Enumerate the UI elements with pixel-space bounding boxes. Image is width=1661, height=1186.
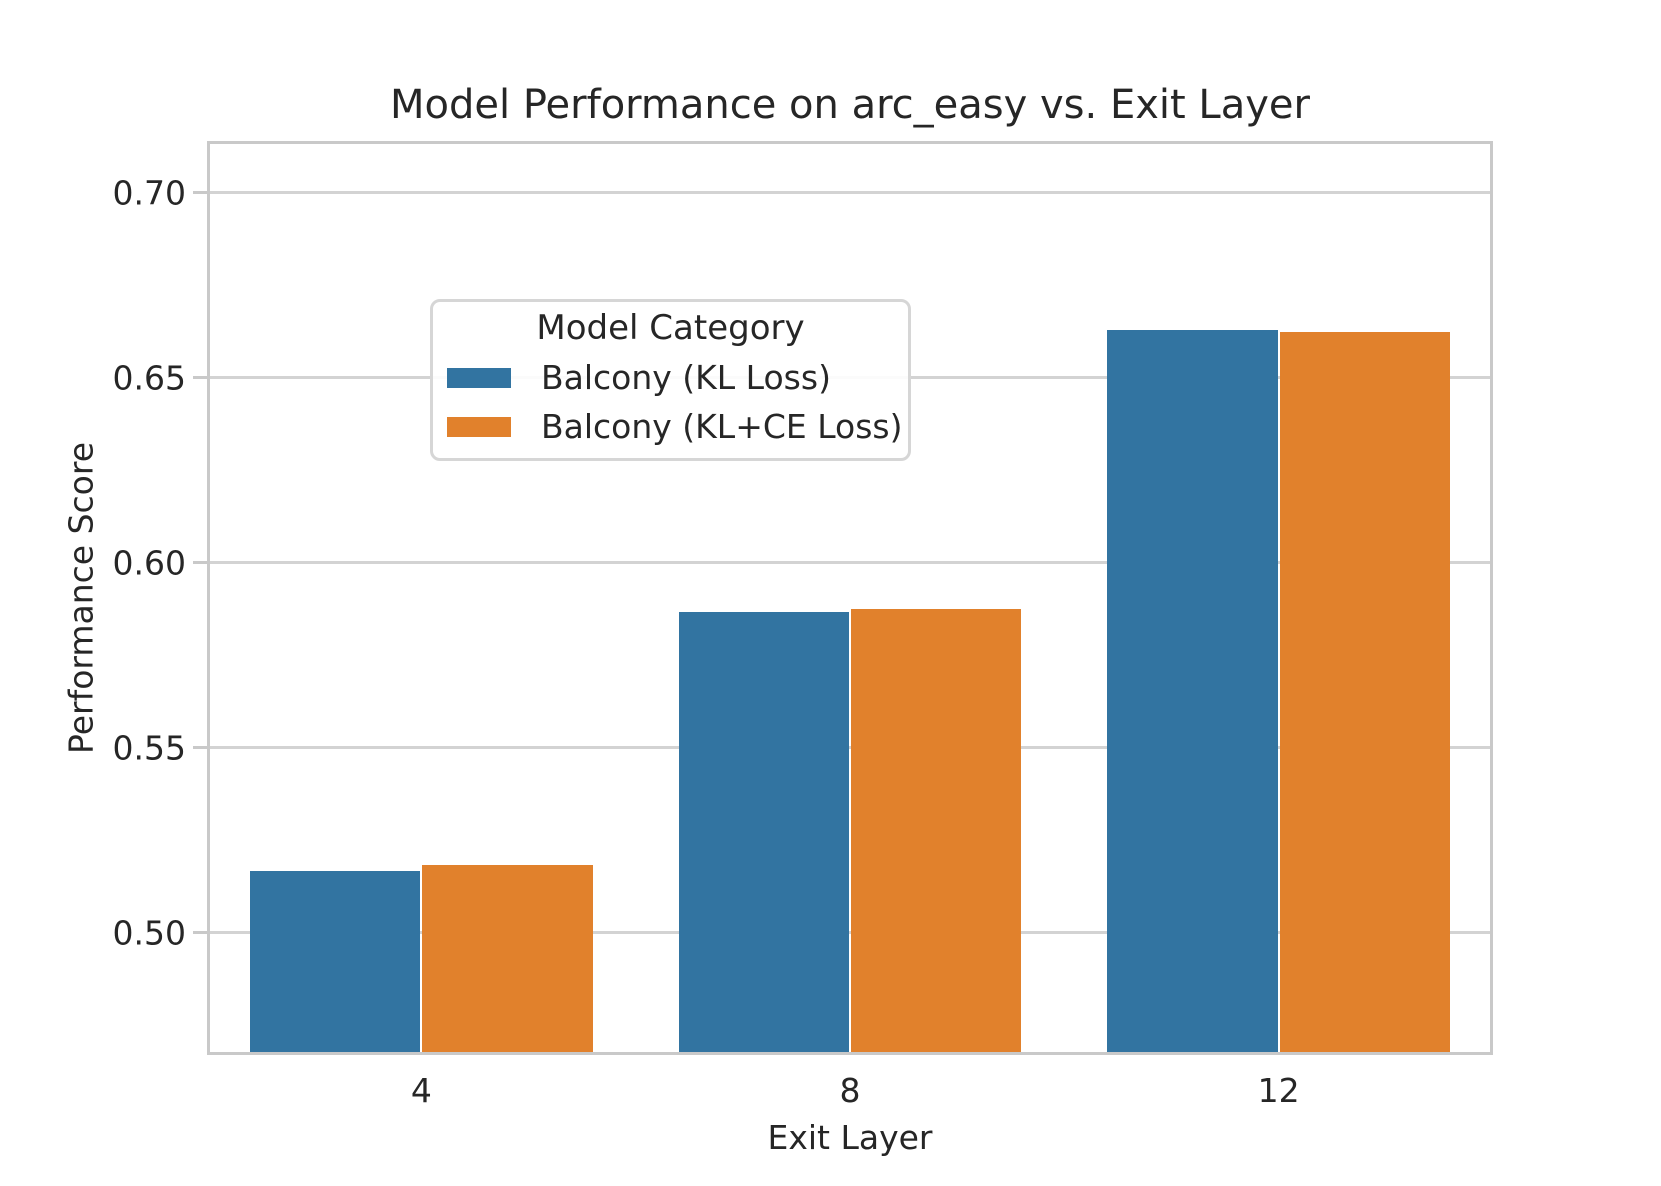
- y-tick-label: 0.50: [112, 913, 186, 953]
- chart-title: Model Performance on arc_easy vs. Exit L…: [390, 82, 1310, 128]
- bar-8-series-0: [678, 611, 849, 1055]
- plot-area: Model Category Balcony (KL Loss) Balcony …: [207, 141, 1493, 1055]
- legend-rows: Balcony (KL Loss) Balcony (KL+CE Loss): [447, 358, 903, 446]
- legend-row: Balcony (KL+CE Loss): [447, 407, 903, 446]
- y-tick-mark: [193, 931, 207, 935]
- legend-title: Model Category: [536, 308, 805, 348]
- gridline: [207, 931, 1493, 935]
- legend-row: Balcony (KL Loss): [447, 358, 894, 397]
- y-tick-mark: [193, 561, 207, 565]
- y-tick-mark: [193, 191, 207, 195]
- y-tick-label: 0.60: [112, 543, 186, 583]
- x-tick-label: 4: [410, 1071, 432, 1110]
- y-tick-label: 0.55: [112, 728, 186, 768]
- x-tick-label: 8: [839, 1071, 861, 1110]
- bar-4-series-0: [249, 870, 421, 1055]
- bar-8-series-1: [851, 609, 1022, 1055]
- y-tick-label: 0.70: [112, 173, 186, 213]
- bar-4-series-1: [422, 865, 593, 1055]
- gridline: [207, 561, 1493, 565]
- legend-swatch: [447, 416, 511, 437]
- x-tick-label: 12: [1257, 1071, 1300, 1110]
- gridline: [207, 746, 1493, 750]
- legend: Model Category Balcony (KL Loss) Balcony …: [430, 299, 911, 461]
- y-tick-label: 0.65: [112, 358, 186, 398]
- gridline: [207, 191, 1493, 195]
- bar-12-series-0: [1107, 330, 1278, 1055]
- legend-label: Balcony (KL+CE Loss): [541, 407, 903, 446]
- y-axis-tick-labels: 0.50 0.55 0.60 0.65 0.70: [0, 0, 186, 1186]
- bar-12-series-1: [1279, 331, 1451, 1055]
- y-tick-mark: [193, 376, 207, 380]
- x-axis-label: Exit Layer: [767, 1118, 933, 1157]
- legend-swatch: [447, 367, 511, 388]
- y-tick-mark: [193, 746, 207, 750]
- legend-label: Balcony (KL Loss): [541, 358, 831, 397]
